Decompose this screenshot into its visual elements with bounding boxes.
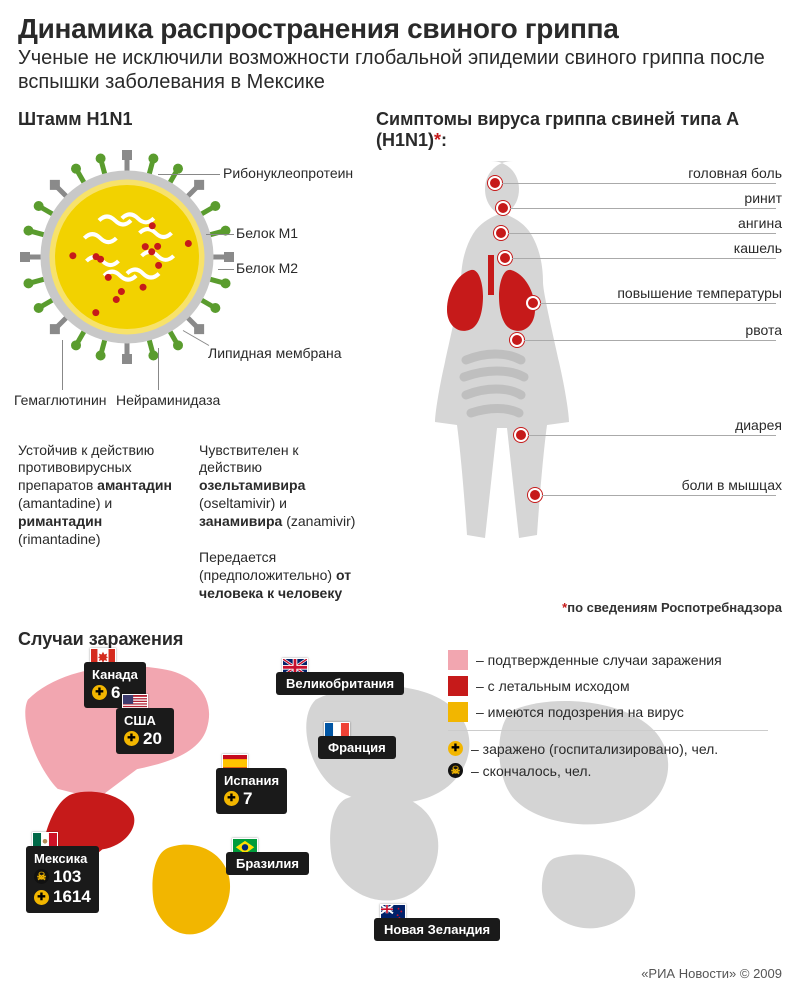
symptom-label: кашель [734,240,782,256]
symptoms-footnote: *по сведениям Роспотребнадзора [562,600,782,615]
country-box: Бразилия [226,852,309,875]
country-name: Канада [92,667,138,682]
label-m1: Белок М1 [236,225,298,241]
country-name: Бразилия [236,856,299,871]
symptom-label: повышение температуры [617,285,782,301]
legend-mark-row: – заражено (госпитализировано), чел. [448,741,768,757]
legend-color-row: – имеются подозрения на вирус [448,702,768,722]
symptom-label: ринит [744,190,782,206]
label-neur: Нейраминидаза [116,392,220,408]
page-subtitle: Ученые не исключили возможности глобальн… [18,47,782,94]
country-name: США [124,713,166,728]
legend-mark-row: – скончалось, чел. [448,763,768,779]
country-name: Мексика [34,851,91,866]
human-body-svg [376,155,606,575]
note-sensitive: Чувствителен к действию озельтамивира (o… [199,442,358,603]
col-symptoms: Симптомы вируса гриппа свиней типа А (H1… [376,109,782,615]
country-box: Великобритания [276,672,404,695]
symptom-dot [510,333,524,347]
country-box: Новая Зеландия [374,918,500,941]
page-title: Динамика распространения свиного гриппа [18,14,782,43]
section-cases: Случаи заражения Канада 6 [18,629,782,960]
symptom-dot [498,251,512,265]
symptom-label: головная боль [688,165,782,181]
country-box: США 20 [116,708,174,755]
virus-diagram: Рибонуклеопротеин Белок М1 Белок М2 Липи… [18,130,358,440]
symptoms-title: Симптомы вируса гриппа свиней типа А (H1… [376,109,782,151]
country-name: Франция [328,740,386,755]
label-m2: Белок М2 [236,260,298,276]
row-strain-symptoms: Штамм H1N1 Рибонуклеопротеин Белок М1 Бе… [18,109,782,615]
infographic: Динамика распространения свиного гриппа … [0,0,800,995]
label-hema: Гемаглютинин [14,392,107,408]
body-diagram: головная боль ринит ангина кашель повышение … [376,155,782,615]
virus-svg [12,142,242,372]
country-name: Великобритания [286,676,394,691]
symptom-label: рвота [745,322,782,338]
symptom-dot [514,428,528,442]
note-resistant: Устойчив к действию противовирусных преп… [18,442,177,603]
symptom-label: ангина [738,215,782,231]
symptom-dot [526,296,540,310]
country-box: Франция [318,736,396,759]
legend-color-row: – с летальным исходом [448,676,768,696]
country-name: Новая Зеландия [384,922,490,937]
legend-color-row: – подтвержденные случаи заражения [448,650,768,670]
label-ribo: Рибонуклеопротеин [223,165,353,181]
map-legend: – подтвержденные случаи заражения – с лет… [448,650,768,785]
label-lipid: Липидная мембрана [208,345,342,361]
symptom-dot [488,176,502,190]
country-name: Испания [224,773,279,788]
symptom-label: боли в мышцах [682,477,782,493]
country-box: Испания 7 [216,768,287,815]
symptom-dot [494,226,508,240]
credit: «РИА Новости» © 2009 [18,966,782,981]
col-strain: Штамм H1N1 Рибонуклеопротеин Белок М1 Бе… [18,109,358,615]
country-box: Мексика 1031614 [26,846,99,913]
symptom-dot [496,201,510,215]
strain-notes: Устойчив к действию противовирусных преп… [18,442,358,603]
symptom-dot [528,488,542,502]
strain-title: Штамм H1N1 [18,109,358,130]
world-map: Канада 6 США 20 Великобритания Франция И… [18,650,782,960]
cases-title: Случаи заражения [18,629,782,650]
symptom-label: диарея [735,417,782,433]
